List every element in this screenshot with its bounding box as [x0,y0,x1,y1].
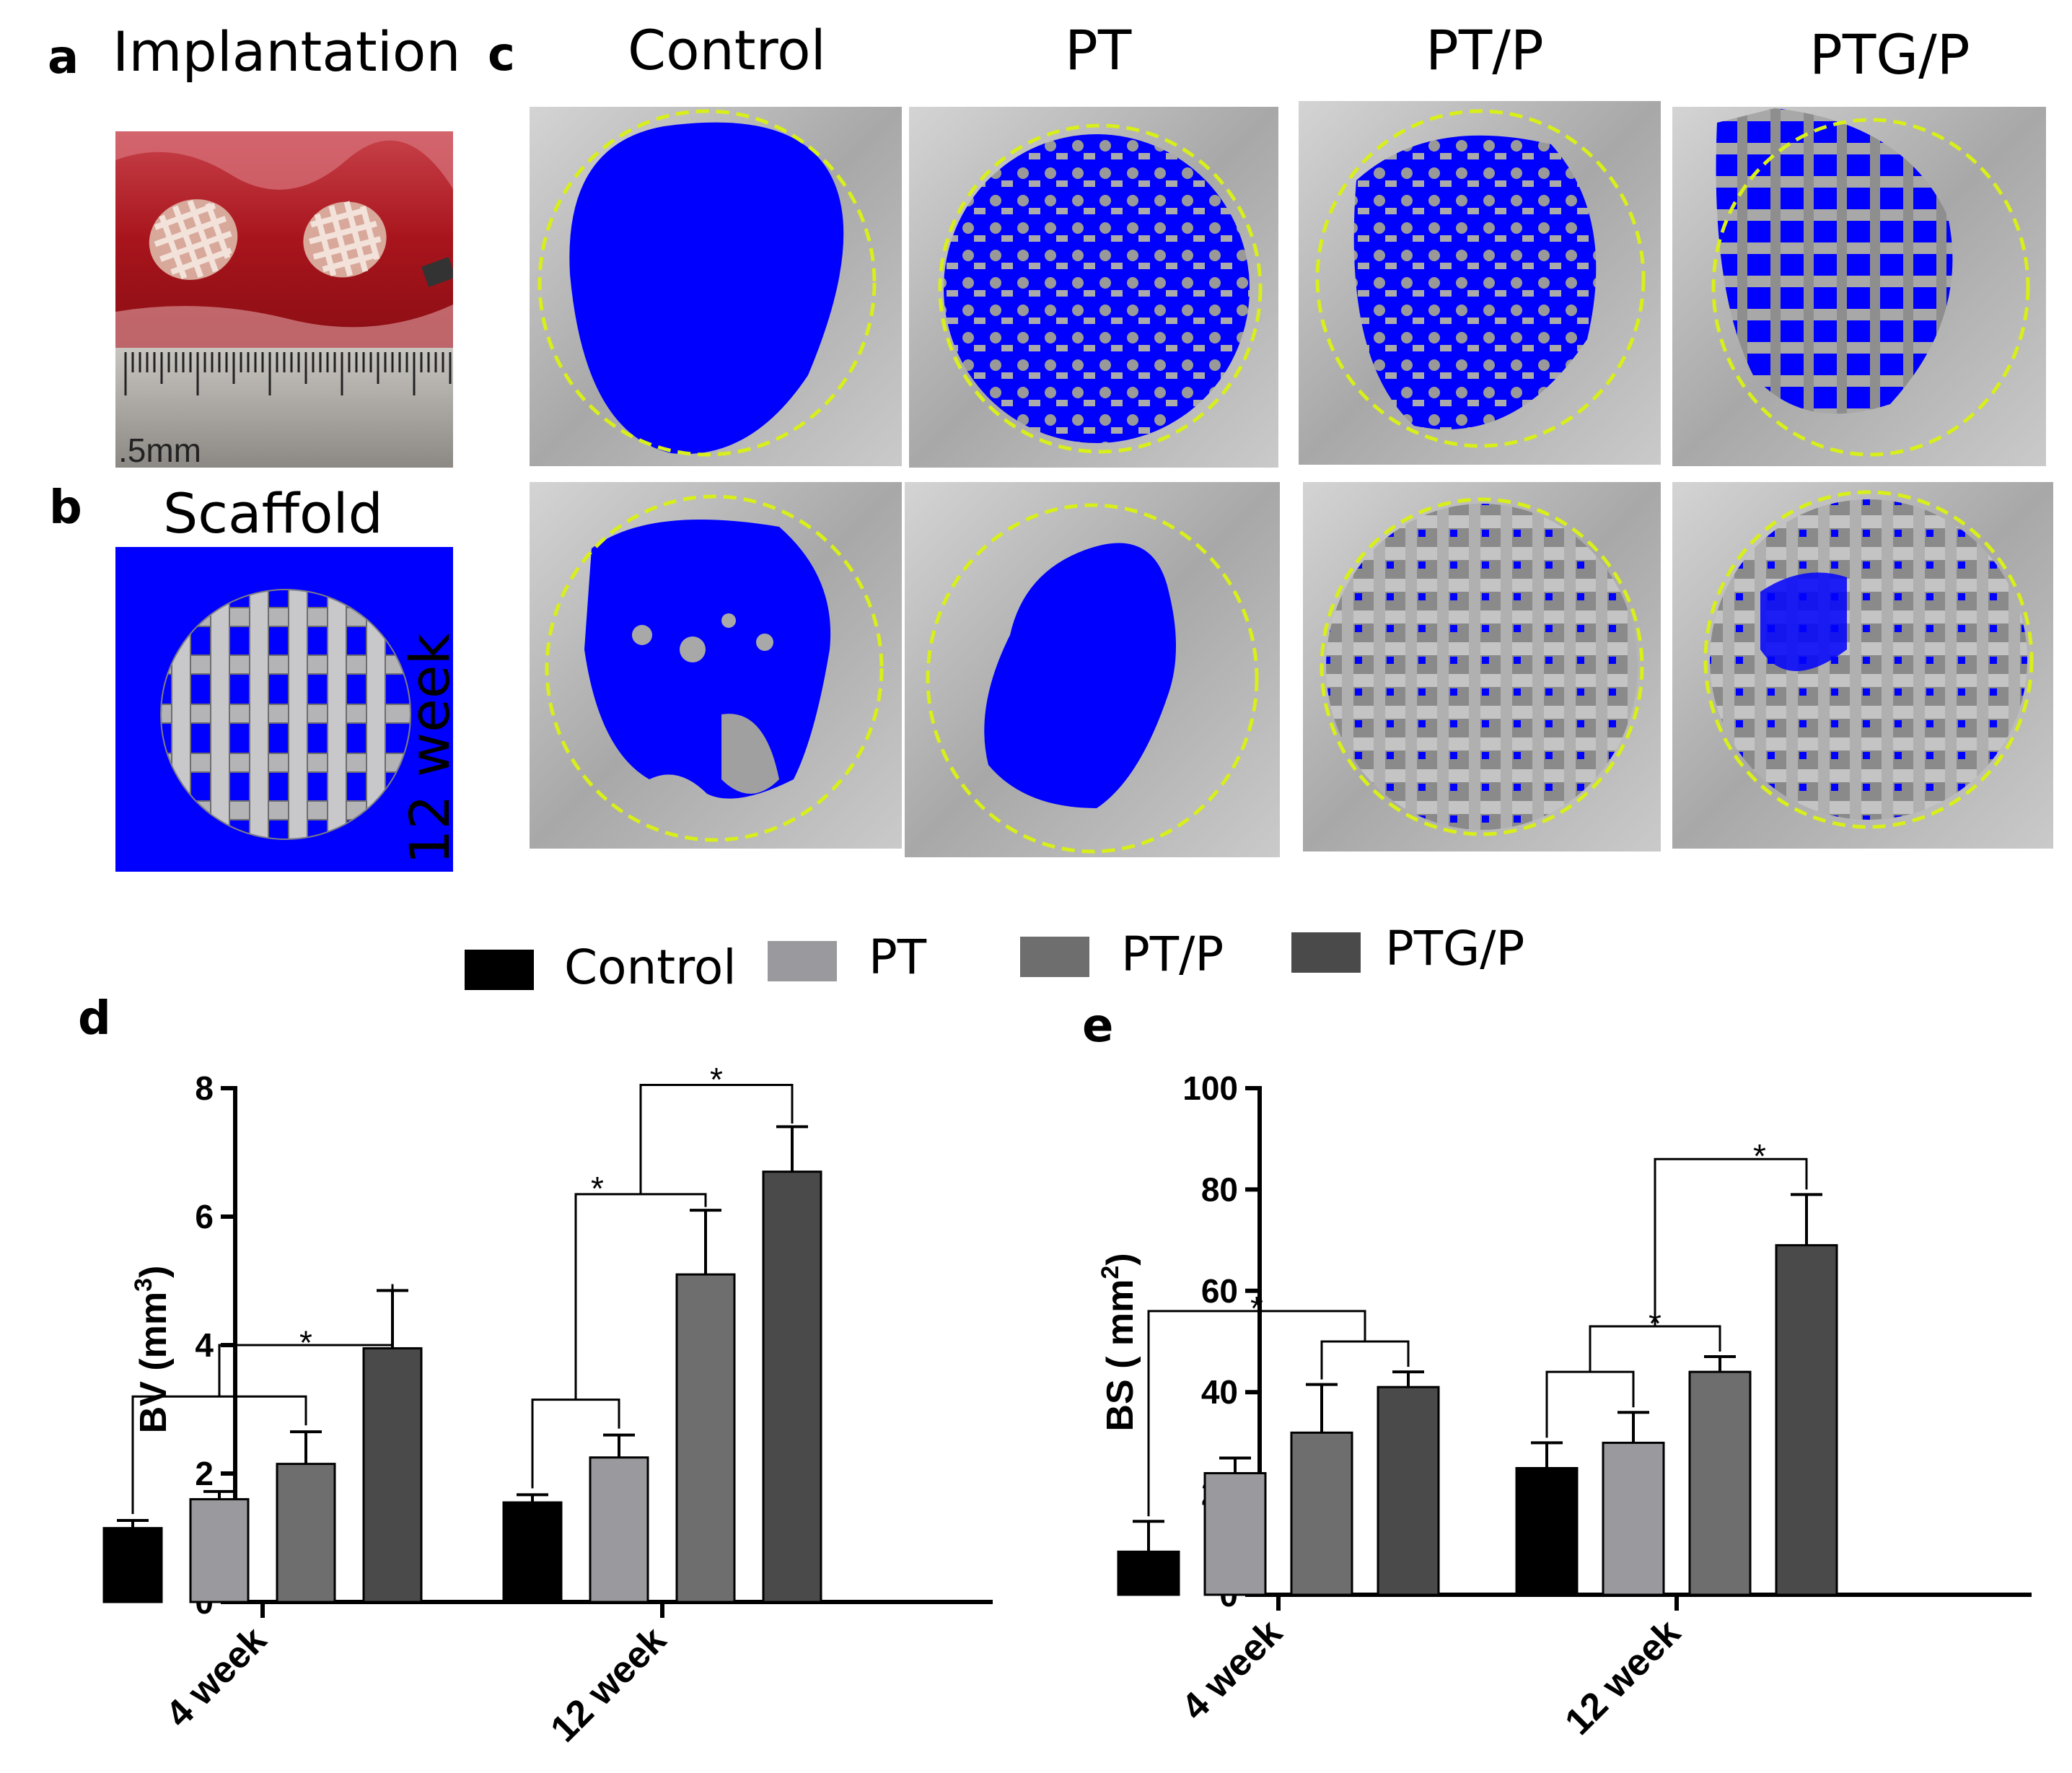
x-tick-label: 4 week [1174,1611,1291,1728]
panel-b-letter: b [49,481,82,535]
x-tick-label: 12 week [1557,1611,1688,1743]
y-tick-label: 80 [1201,1170,1238,1208]
y-tick-label: 60 [1201,1272,1238,1310]
legend-label-pt-p: PT/P [1121,927,1224,982]
legend-swatch-control [465,950,534,990]
panel-a-title: Implantation [113,19,461,84]
bar-12-week-control [502,1501,563,1603]
significance-star: * [710,1061,723,1098]
ct-row1-ptg-p [1672,107,2046,466]
bar-4-week-pt [1203,1472,1267,1596]
panel-c-column-pt: PT [1065,18,1132,82]
ct-row1-pt [909,107,1278,468]
panel-c-letter: c [488,28,515,82]
legend-swatch-pt [768,941,837,981]
bar-12-week-ptg-p [1775,1244,1838,1596]
bar-4-week-pt-p [276,1463,336,1603]
panel-d-letter: d [78,992,111,1046]
bar-12-week-control [1515,1467,1579,1596]
legend-label-pt: PT [869,929,927,985]
bar-4-week-ptg-p [1377,1385,1440,1596]
y-tick-label: 4 [195,1326,214,1364]
y-axis-label: BS ( mm2) [1097,1253,1141,1431]
significance-star: * [299,1324,312,1362]
bar-12-week-pt-p [675,1273,736,1603]
bar-4-week-control [1117,1550,1180,1596]
significance-bracket [1147,1310,1366,1517]
y-axis-label: BV (mm3) [130,1266,175,1434]
bar-4-week-control [102,1527,163,1603]
significance-bracket [639,1084,794,1194]
x-tick-label: 4 week [158,1619,275,1735]
significance-star: * [591,1170,604,1207]
ct-row2-ptg-p [1672,482,2053,849]
significance-bracket [1654,1157,1808,1326]
panel-c-column-ptg-p: PTG/P [1809,22,1970,87]
x-tick-label: 12 week [543,1619,674,1750]
implantation-photo: .5mm [115,131,453,468]
bar-12-week-ptg-p [762,1170,822,1603]
bar-4-week-ptg-p [362,1347,423,1603]
y-tick-label: 100 [1182,1069,1238,1107]
significance-star: * [1250,1290,1263,1327]
legend-swatch-ptg-p [1291,932,1361,973]
legend-label-control: Control [564,940,737,995]
ct-row1-control [530,107,902,466]
y-tick-label: 2 [195,1455,214,1492]
ct-row2-pt-p [1303,482,1661,852]
significance-bracket [531,1398,620,1489]
scaffold-image [115,547,453,872]
significance-bracket [1545,1370,1635,1438]
y-tick-label: 6 [195,1198,214,1235]
legend-label-ptg-p: PTG/P [1385,921,1525,976]
panel-c-column-pt-p: PT/P [1426,18,1544,82]
panel-a-letter: a [48,31,79,84]
panel-e-letter: e [1082,999,1114,1053]
ct-row1-pt-p [1299,101,1661,465]
y-tick-label: 40 [1201,1373,1238,1411]
bar-4-week-pt-p [1290,1431,1353,1596]
micro-ct-grid [530,101,2053,857]
bar-12-week-pt [1602,1441,1665,1596]
significance-bracket [1320,1340,1410,1380]
implant-left [149,199,238,280]
panel-c-column-control: Control [628,18,826,82]
significance-bracket [218,1284,394,1397]
ct-row2-pt [905,482,1280,857]
implant-right [303,201,387,278]
bar-4-week-pt [189,1498,250,1603]
ct-row2-control [530,482,902,849]
ruler-label: .5mm [118,432,201,468]
legend-swatch-pt-p [1020,937,1089,977]
bar-12-week-pt [589,1456,649,1603]
significance-star: * [1753,1137,1766,1175]
y-tick-label: 8 [195,1069,214,1107]
panel-b-title: Scaffold [163,481,383,546]
ruler-ticks [124,352,452,395]
bar-12-week-pt-p [1688,1370,1752,1596]
